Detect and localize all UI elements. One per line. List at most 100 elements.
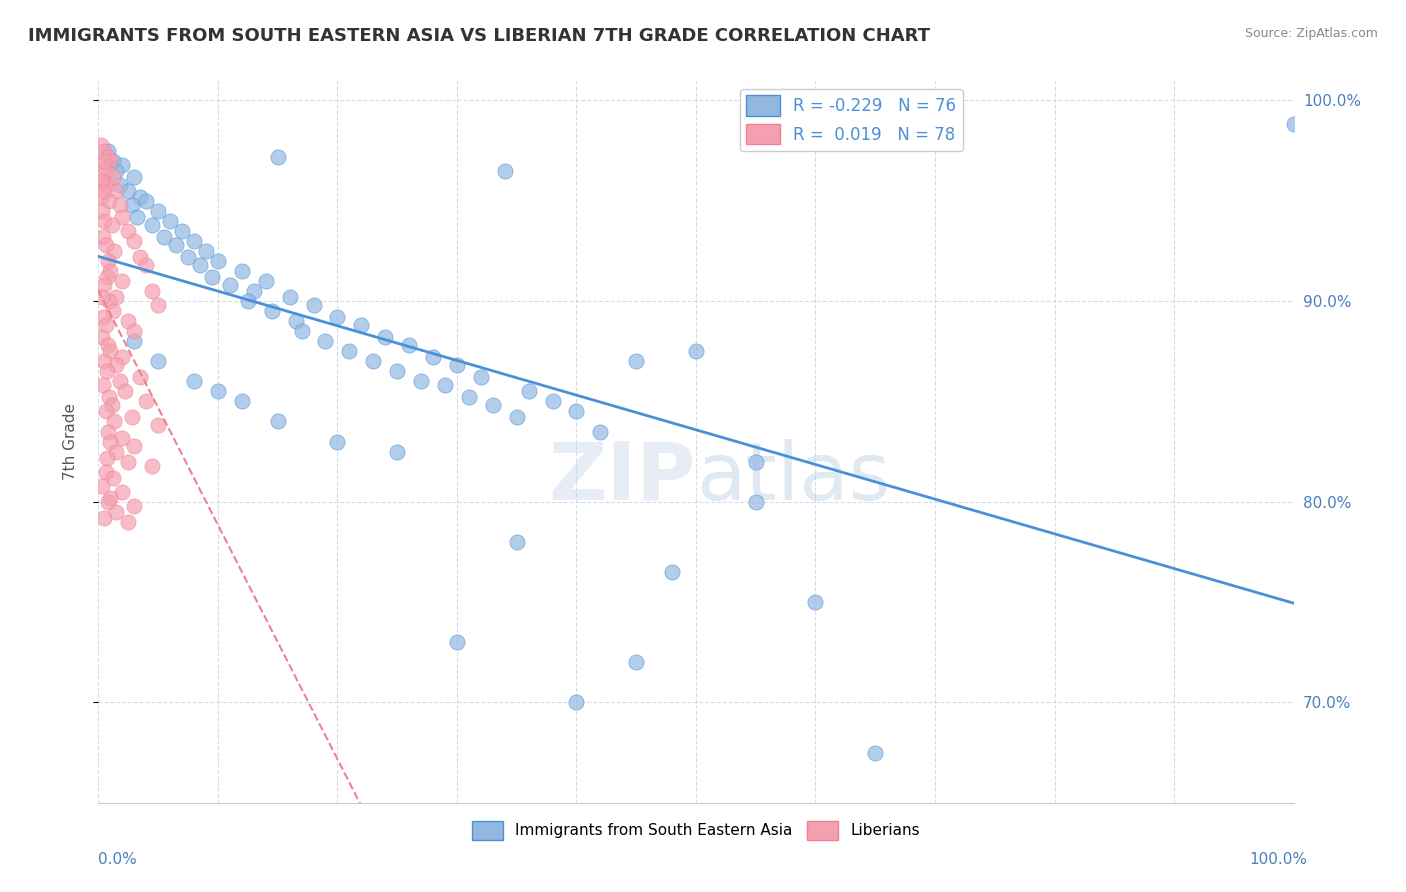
Point (141, 284, 163, 298)
Point (98, 194, 121, 208)
Text: ZIP: ZIP (548, 439, 696, 516)
Point (924, 123, 946, 137)
Point (98, 344, 122, 359)
Point (121, 410, 143, 425)
Point (94, 163, 117, 178)
Point (183, 234, 205, 248)
Point (231, 264, 253, 278)
Text: atlas: atlas (696, 439, 890, 516)
Point (105, 444, 128, 458)
Point (302, 298, 325, 312)
Point (91, 203, 114, 218)
Point (517, 384, 540, 399)
Point (97, 338, 120, 352)
Point (260, 304, 283, 318)
Point (105, 358, 128, 372)
Point (141, 218, 163, 232)
Point (98, 293, 121, 308)
Point (172, 224, 194, 238)
Point (103, 244, 125, 258)
Point (254, 274, 277, 288)
Point (124, 334, 146, 348)
Point (93, 153, 115, 168)
Point (350, 318, 373, 333)
Point (124, 438, 146, 452)
Point (195, 244, 218, 258)
Point (97, 494, 120, 508)
Point (494, 163, 516, 178)
Point (91, 330, 114, 344)
Point (96, 364, 118, 378)
Point (589, 425, 612, 439)
Point (105, 184, 128, 198)
Point (111, 484, 134, 499)
Point (93, 510, 115, 524)
Point (236, 293, 259, 308)
Point (98, 390, 121, 404)
Point (183, 374, 205, 388)
Point (124, 324, 146, 338)
Text: 0.0%: 0.0% (98, 852, 138, 867)
Point (482, 398, 505, 412)
Point (745, 494, 768, 508)
Point (98, 153, 122, 168)
Point (103, 414, 125, 428)
Point (117, 224, 139, 238)
Point (96, 269, 118, 284)
Text: 100.0%: 100.0% (1250, 852, 1308, 867)
Point (91, 229, 114, 244)
Point (111, 430, 134, 444)
Point (93, 354, 115, 368)
Point (90, 173, 112, 187)
Point (267, 414, 290, 428)
Point (165, 238, 187, 252)
Point (135, 194, 157, 208)
Point (98, 491, 122, 505)
Point (117, 454, 139, 468)
Point (105, 163, 128, 178)
Point (148, 418, 170, 433)
Point (745, 454, 768, 468)
Point (141, 458, 163, 473)
Point (385, 364, 409, 378)
Point (565, 404, 588, 418)
Point (685, 344, 707, 359)
Point (91, 184, 114, 198)
Point (125, 210, 148, 224)
Point (98, 264, 122, 278)
Point (458, 390, 481, 404)
Point (93, 277, 115, 292)
Point (135, 258, 157, 272)
Point (91, 173, 114, 187)
Point (470, 370, 492, 384)
Point (117, 184, 139, 198)
Point (111, 157, 134, 171)
Point (114, 384, 136, 399)
Point (101, 169, 124, 184)
Point (111, 274, 134, 288)
Point (177, 250, 200, 264)
Point (108, 374, 131, 388)
Point (90, 189, 112, 203)
Point (124, 234, 146, 248)
Point (121, 197, 143, 211)
Point (446, 635, 468, 649)
Point (94, 404, 117, 418)
Point (96, 450, 118, 465)
Point (434, 378, 457, 392)
Y-axis label: 7th Grade: 7th Grade (63, 403, 77, 480)
Point (135, 394, 157, 409)
Point (91, 310, 114, 324)
Point (124, 499, 146, 513)
Point (398, 338, 420, 352)
Point (231, 394, 253, 409)
Point (865, 746, 887, 760)
Point (101, 470, 124, 484)
Point (565, 695, 588, 709)
Point (153, 229, 176, 244)
Point (108, 197, 131, 211)
Point (98, 434, 122, 449)
Point (91, 290, 114, 304)
Point (541, 394, 564, 409)
Point (446, 358, 468, 372)
